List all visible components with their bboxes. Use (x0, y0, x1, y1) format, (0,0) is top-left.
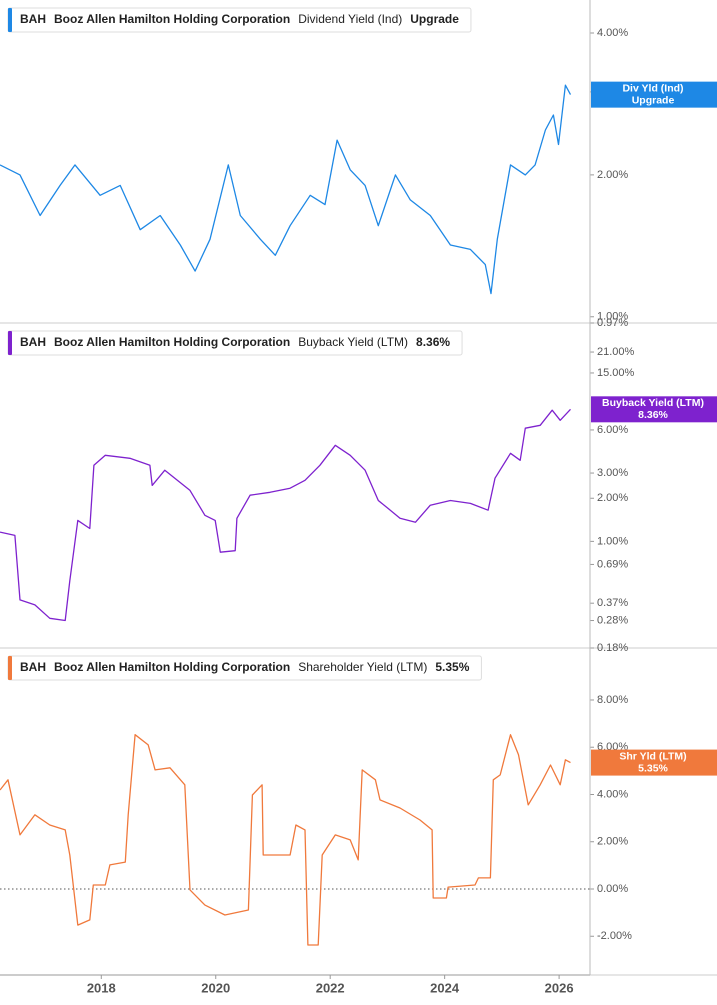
y-tick-label: 2.00% (597, 492, 628, 504)
y-tick-label: 15.00% (597, 367, 635, 379)
y-tick-label: 0.18% (597, 642, 628, 654)
legend-swatch (8, 8, 12, 32)
legend-swatch (8, 656, 12, 680)
legend-value: 8.36% (416, 335, 450, 349)
legend-series: Dividend Yield (Ind) (298, 12, 402, 26)
legend-value: 5.35% (435, 660, 469, 674)
value-tag (591, 81, 717, 108)
y-tick-label: 3.00% (597, 467, 628, 479)
series-line (0, 734, 571, 946)
legend-series: Shareholder Yield (LTM) (298, 660, 427, 674)
x-tick-label: 2018 (87, 980, 116, 995)
x-tick-label: 2026 (545, 980, 574, 995)
legend-company: Booz Allen Hamilton Holding Corporation (54, 335, 290, 349)
y-tick-label: 1.00% (597, 535, 628, 547)
tag-value: 8.36% (638, 409, 668, 421)
y-tick-label: 4.00% (597, 788, 628, 800)
legend: BAH Booz Allen Hamilton Holding Corporati… (7, 330, 463, 356)
tag-value: 5.35% (638, 762, 668, 774)
y-tick-label: 0.28% (597, 614, 628, 626)
tag-label: Shr Yld (LTM) (619, 750, 686, 762)
tag-label: Buyback Yield (LTM) (602, 397, 704, 409)
value-tag (591, 396, 717, 423)
legend: BAH Booz Allen Hamilton Holding Corporati… (7, 655, 482, 681)
y-tick-label: 0.00% (597, 883, 628, 895)
legend-company: Booz Allen Hamilton Holding Corporation (54, 12, 290, 26)
legend-swatch (8, 331, 12, 355)
y-tick-label: 4.00% (597, 27, 628, 39)
legend-series: Buyback Yield (LTM) (298, 335, 408, 349)
legend-ticker: BAH (20, 660, 46, 674)
y-tick-label: 21.00% (597, 346, 635, 358)
x-tick-label: 2024 (430, 980, 460, 995)
y-tick-label: 0.69% (597, 558, 628, 570)
y-tick-label: 6.00% (597, 424, 628, 436)
legend: BAH Booz Allen Hamilton Holding Corporati… (7, 7, 472, 33)
y-tick-label: 2.00% (597, 836, 628, 848)
y-tick-label: 0.37% (597, 597, 628, 609)
x-tick-label: 2020 (201, 980, 230, 995)
series-line (0, 84, 572, 295)
legend-value: Upgrade (410, 12, 459, 26)
series-line (0, 408, 571, 622)
value-tag (591, 749, 717, 776)
y-tick-label: 2.00% (597, 169, 628, 181)
x-tick-label: 2022 (316, 980, 345, 995)
tag-value: Upgrade (632, 94, 675, 106)
y-tick-label: -2.00% (597, 930, 632, 942)
legend-ticker: BAH (20, 335, 46, 349)
y-tick-label: 8.00% (597, 694, 628, 706)
tag-label: Div Yld (Ind) (622, 82, 683, 94)
y-tick-label: 1.00% (597, 311, 628, 323)
legend-ticker: BAH (20, 12, 46, 26)
legend-company: Booz Allen Hamilton Holding Corporation (54, 660, 290, 674)
y-tick-label: 0.97% (597, 317, 628, 329)
